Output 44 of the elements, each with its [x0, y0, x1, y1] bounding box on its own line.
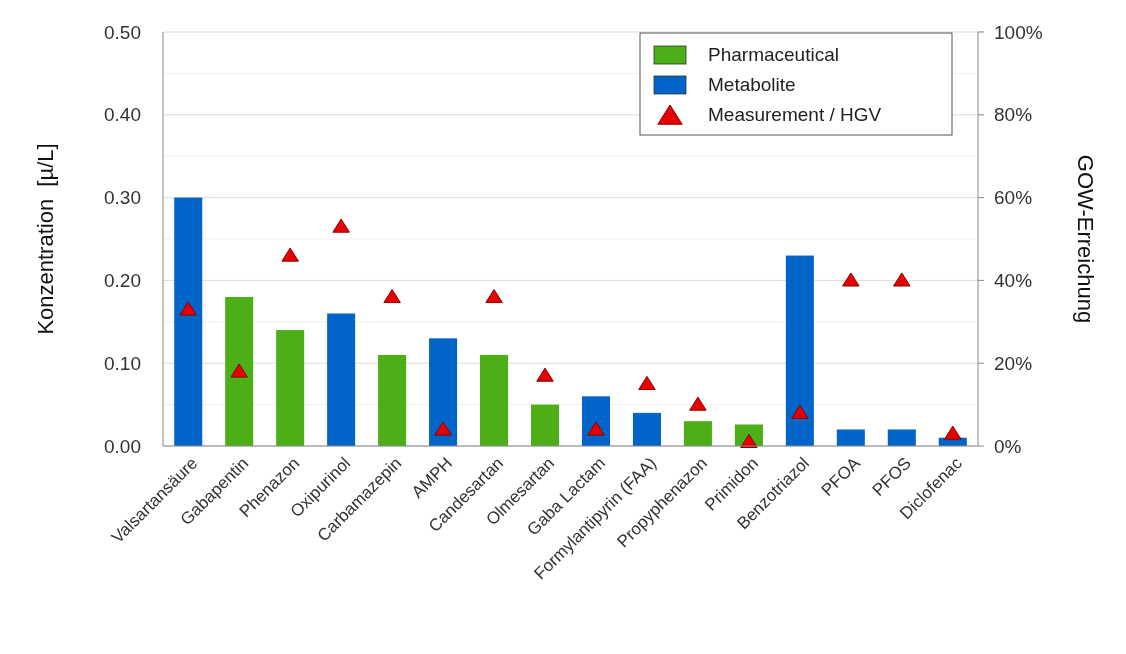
point [332, 218, 350, 233]
legend-label: Measurement / HGV [708, 103, 882, 125]
point [842, 272, 860, 287]
bar [276, 330, 305, 446]
bar [429, 338, 458, 446]
y2-axis-title: GOW-Erreichung [1073, 154, 1098, 324]
point [791, 404, 809, 420]
point [281, 247, 299, 262]
y-axis-title: Konzentration [µ/L] [33, 143, 58, 335]
point [434, 421, 452, 436]
y2-tick-label: 60% [994, 187, 1033, 209]
bar [327, 313, 356, 446]
y2-tick-label: 80% [994, 104, 1033, 126]
point [893, 272, 911, 287]
bar [836, 429, 865, 446]
y2-tick-label: 20% [994, 352, 1033, 374]
y-tick-label: 0.00 [104, 435, 141, 457]
point [383, 288, 401, 304]
y2-tick-label: 100% [994, 21, 1043, 43]
bar [225, 296, 254, 446]
point [944, 425, 962, 440]
bar [785, 255, 814, 446]
bar [174, 197, 203, 446]
y-tick-label: 0.40 [104, 104, 141, 126]
y-tick-label: 0.30 [104, 187, 141, 209]
y-tick-label: 0.10 [104, 352, 141, 374]
point [179, 301, 197, 316]
point [638, 375, 656, 391]
point [230, 363, 248, 378]
y-tick-label: 0.50 [104, 21, 141, 43]
point [485, 288, 503, 304]
bar [480, 354, 509, 446]
legend-label: Pharmaceutical [708, 43, 839, 65]
point [536, 367, 554, 382]
point [689, 396, 707, 411]
bar [632, 412, 661, 446]
y-tick-label: 0.20 [104, 270, 141, 292]
bar [378, 354, 407, 446]
bar [531, 404, 560, 446]
y2-tick-label: 0% [994, 435, 1022, 457]
bar [887, 429, 916, 446]
bar [683, 421, 712, 446]
y2-tick-label: 40% [994, 270, 1033, 292]
legend-label: Metabolite [708, 73, 796, 95]
